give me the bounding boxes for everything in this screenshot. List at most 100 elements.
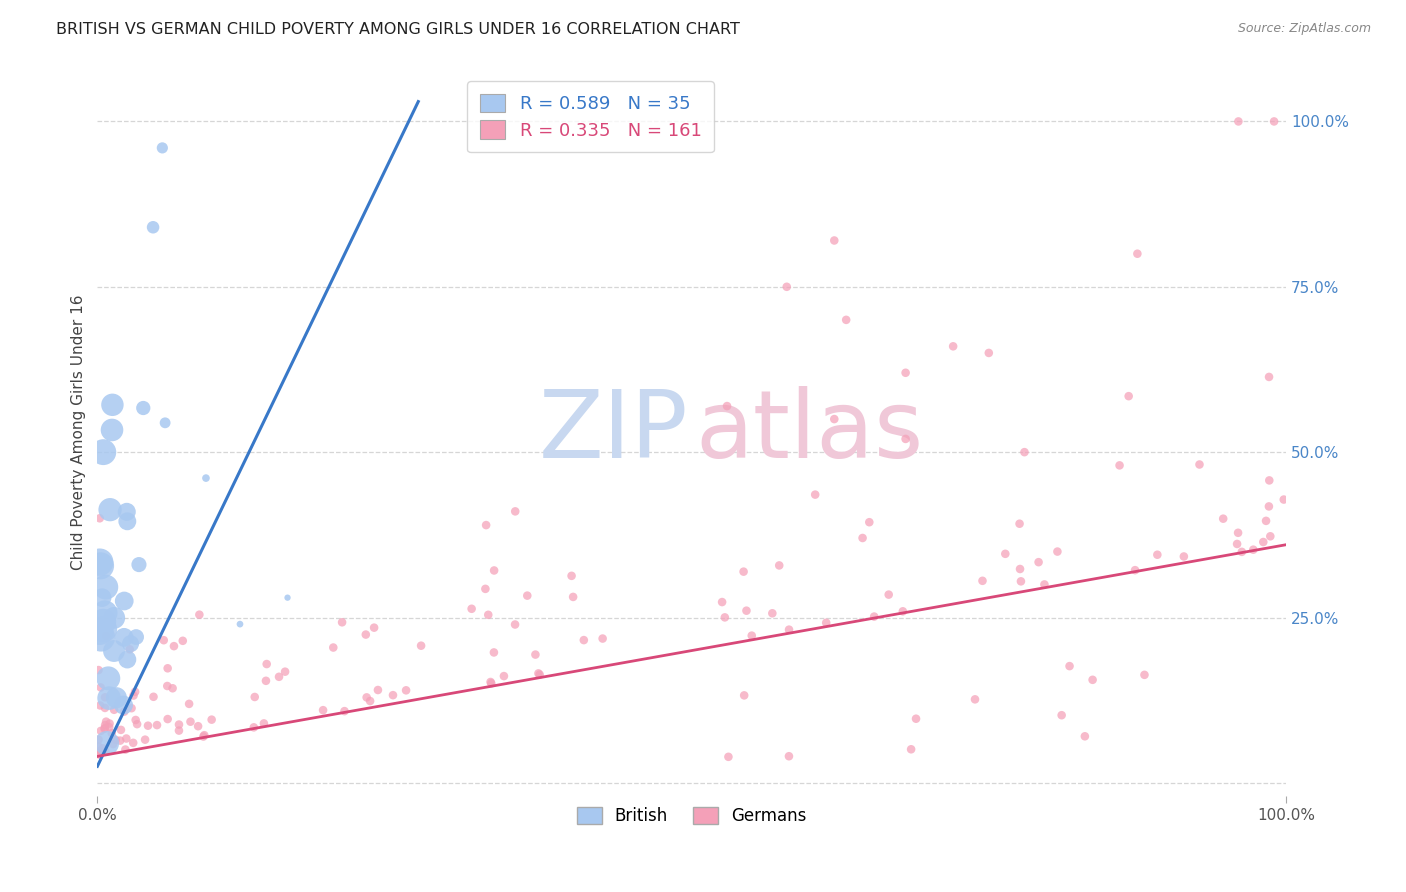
Point [98, 502, 121, 516]
Point [94, 606, 117, 620]
Point [1227, 525, 1250, 540]
Point [524, 648, 547, 662]
Point [858, 515, 880, 529]
Point [93, 722, 115, 736]
Point [253, 716, 276, 731]
Point [115, 731, 138, 746]
Point [179, 714, 201, 729]
Point [108, 733, 131, 747]
Point [125, 630, 148, 644]
Point [367, 683, 389, 698]
Point [711, 595, 734, 609]
Point [778, 623, 800, 637]
Point [91, 445, 114, 459]
Point [1059, 659, 1081, 673]
Point [529, 667, 551, 681]
Point [194, 471, 217, 485]
Point [1212, 511, 1234, 525]
Point [153, 416, 176, 430]
Point [735, 604, 758, 618]
Point [1028, 555, 1050, 569]
Point [120, 637, 142, 651]
Point [768, 558, 790, 573]
Point [229, 617, 252, 632]
Point [733, 689, 755, 703]
Point [243, 720, 266, 734]
Point [1050, 708, 1073, 723]
Point [127, 717, 149, 731]
Point [356, 690, 378, 705]
Point [94, 580, 117, 594]
Point [1046, 544, 1069, 558]
Point [112, 698, 135, 712]
Point [98, 716, 121, 731]
Point [112, 705, 135, 719]
Point [778, 749, 800, 764]
Point [132, 401, 155, 415]
Point [128, 558, 150, 572]
Point [312, 703, 335, 717]
Point [1272, 492, 1295, 507]
Point [717, 749, 740, 764]
Point [905, 712, 928, 726]
Point [98, 720, 121, 734]
Point [193, 730, 215, 744]
Text: atlas: atlas [695, 386, 924, 478]
Point [804, 488, 827, 502]
Point [475, 518, 498, 533]
Point [863, 609, 886, 624]
Point [101, 737, 124, 751]
Point [87, 663, 110, 677]
Point [91, 591, 114, 605]
Point [395, 683, 418, 698]
Point [112, 631, 135, 645]
Point [1258, 370, 1281, 384]
Point [163, 639, 186, 653]
Point [479, 675, 502, 690]
Point [482, 564, 505, 578]
Text: ZIP: ZIP [538, 386, 688, 478]
Point [118, 642, 141, 657]
Point [89, 698, 111, 713]
Point [103, 703, 125, 717]
Point [1227, 114, 1250, 128]
Point [96, 736, 118, 750]
Point [1033, 577, 1056, 591]
Point [90, 723, 112, 738]
Point [1263, 114, 1285, 128]
Point [94, 690, 117, 705]
Point [146, 718, 169, 732]
Point [162, 681, 184, 696]
Point [1188, 458, 1211, 472]
Text: BRITISH VS GERMAN CHILD POVERTY AMONG GIRLS UNDER 16 CORRELATION CHART: BRITISH VS GERMAN CHILD POVERTY AMONG GI… [56, 22, 740, 37]
Point [1081, 673, 1104, 687]
Point [90, 558, 112, 573]
Point [167, 723, 190, 738]
Point [89, 555, 111, 569]
Point [1008, 516, 1031, 531]
Point [714, 610, 737, 624]
Point [150, 141, 173, 155]
Point [115, 505, 138, 519]
Point [572, 633, 595, 648]
Point [894, 432, 917, 446]
Point [117, 514, 139, 528]
Point [815, 615, 838, 630]
Y-axis label: Child Poverty Among Girls Under 16: Child Poverty Among Girls Under 16 [72, 294, 86, 570]
Point [152, 633, 174, 648]
Point [1241, 542, 1264, 557]
Point [105, 690, 128, 705]
Point [1251, 535, 1274, 549]
Point [359, 694, 381, 708]
Point [972, 574, 994, 588]
Point [877, 588, 900, 602]
Point [112, 594, 135, 608]
Point [94, 714, 117, 729]
Point [156, 712, 179, 726]
Point [94, 718, 117, 732]
Point [136, 719, 159, 733]
Point [503, 504, 526, 518]
Point [89, 744, 111, 758]
Point [363, 621, 385, 635]
Point [193, 728, 215, 742]
